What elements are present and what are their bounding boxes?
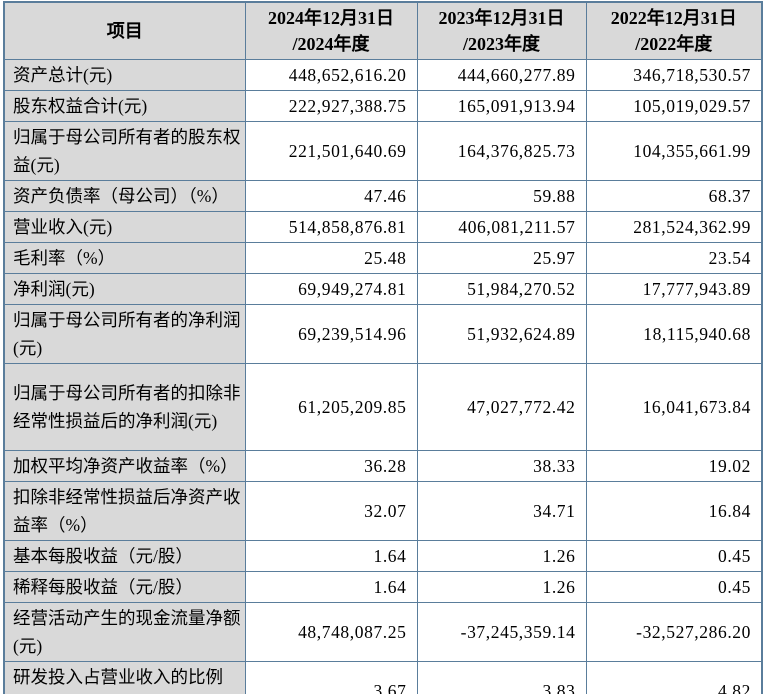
row-label: 加权平均净资产收益率（%） <box>3 450 246 482</box>
value-cell: 51,984,270.52 <box>416 273 587 305</box>
value-cell: 0.45 <box>585 571 763 603</box>
value-cell: 1.64 <box>244 571 418 603</box>
value-cell: 165,091,913.94 <box>416 90 587 122</box>
header-col-2022: 2022年12月31日 /2022年度 <box>585 1 763 60</box>
table-row: 经营活动产生的现金流量净额(元) 48,748,087.25 -37,245,3… <box>3 602 763 662</box>
header-line-year: /2022年度 <box>635 34 713 54</box>
row-label: 研发投入占营业收入的比例（%） <box>3 661 246 694</box>
header-col-2023: 2023年12月31日 /2023年度 <box>416 1 587 60</box>
row-label: 经营活动产生的现金流量净额(元) <box>3 602 246 662</box>
row-label: 营业收入(元) <box>3 211 246 243</box>
financial-table: 项目 2024年12月31日 /2024年度 2023年12月31日 /2023… <box>3 1 763 694</box>
header-line-date: 2024年12月31日 <box>268 8 394 28</box>
value-cell: 514,858,876.81 <box>244 211 418 243</box>
value-cell: 16.84 <box>585 481 763 541</box>
value-cell: 38.33 <box>416 450 587 482</box>
value-cell: 3.67 <box>244 661 418 694</box>
value-cell: 17,777,943.89 <box>585 273 763 305</box>
value-cell: 61,205,209.85 <box>244 363 418 451</box>
value-cell: 3.83 <box>416 661 587 694</box>
value-cell: 4.82 <box>585 661 763 694</box>
table-row: 归属于母公司所有者的股东权益(元) 221,501,640.69 164,376… <box>3 121 763 181</box>
row-label: 稀释每股收益（元/股） <box>3 571 246 603</box>
value-cell: 25.48 <box>244 242 418 274</box>
value-cell: 68.37 <box>585 180 763 212</box>
value-cell: 59.88 <box>416 180 587 212</box>
table-row: 毛利率（%） 25.48 25.97 23.54 <box>3 242 763 274</box>
header-line-date: 2022年12月31日 <box>610 8 737 28</box>
row-label: 股东权益合计(元) <box>3 90 246 122</box>
value-cell: 48,748,087.25 <box>244 602 418 662</box>
row-label: 归属于母公司所有者的扣除非经常性损益后的净利润(元) <box>3 363 246 451</box>
value-cell: 281,524,362.99 <box>585 211 763 243</box>
row-label: 资产总计(元) <box>3 59 246 91</box>
row-label: 资产负债率（母公司）（%） <box>3 180 246 212</box>
table-row: 营业收入(元) 514,858,876.81 406,081,211.57 28… <box>3 211 763 243</box>
value-cell: -32,527,286.20 <box>585 602 763 662</box>
header-line-year: /2023年度 <box>462 34 540 54</box>
value-cell: -37,245,359.14 <box>416 602 587 662</box>
row-label: 净利润(元) <box>3 273 246 305</box>
value-cell: 25.97 <box>416 242 587 274</box>
header-item: 项目 <box>3 1 246 60</box>
value-cell: 34.71 <box>416 481 587 541</box>
value-cell: 47.46 <box>244 180 418 212</box>
value-cell: 0.45 <box>585 540 763 572</box>
header-col-2024: 2024年12月31日 /2024年度 <box>244 1 418 60</box>
table-row: 扣除非经常性损益后净资产收益率（%） 32.07 34.71 16.84 <box>3 481 763 541</box>
header-line-year: /2024年度 <box>292 34 370 54</box>
header-line-date: 2023年12月31日 <box>438 8 565 28</box>
row-label: 归属于母公司所有者的股东权益(元) <box>3 121 246 181</box>
value-cell: 1.26 <box>416 540 587 572</box>
value-cell: 1.26 <box>416 571 587 603</box>
header-row: 项目 2024年12月31日 /2024年度 2023年12月31日 /2023… <box>3 1 763 60</box>
value-cell: 16,041,673.84 <box>585 363 763 451</box>
value-cell: 448,652,616.20 <box>244 59 418 91</box>
table-row: 研发投入占营业收入的比例（%） 3.67 3.83 4.82 <box>3 661 763 694</box>
value-cell: 105,019,029.57 <box>585 90 763 122</box>
value-cell: 164,376,825.73 <box>416 121 587 181</box>
table-row: 加权平均净资产收益率（%） 36.28 38.33 19.02 <box>3 450 763 482</box>
table-row: 归属于母公司所有者的净利润(元) 69,239,514.96 51,932,62… <box>3 304 763 364</box>
value-cell: 18,115,940.68 <box>585 304 763 364</box>
table-row: 稀释每股收益（元/股） 1.64 1.26 0.45 <box>3 571 763 603</box>
value-cell: 69,949,274.81 <box>244 273 418 305</box>
value-cell: 346,718,530.57 <box>585 59 763 91</box>
value-cell: 444,660,277.89 <box>416 59 587 91</box>
value-cell: 19.02 <box>585 450 763 482</box>
value-cell: 104,355,661.99 <box>585 121 763 181</box>
table-row: 股东权益合计(元) 222,927,388.75 165,091,913.94 … <box>3 90 763 122</box>
value-cell: 221,501,640.69 <box>244 121 418 181</box>
table-row: 基本每股收益（元/股） 1.64 1.26 0.45 <box>3 540 763 572</box>
value-cell: 23.54 <box>585 242 763 274</box>
value-cell: 406,081,211.57 <box>416 211 587 243</box>
value-cell: 1.64 <box>244 540 418 572</box>
value-cell: 51,932,624.89 <box>416 304 587 364</box>
row-label: 归属于母公司所有者的净利润(元) <box>3 304 246 364</box>
table-row: 归属于母公司所有者的扣除非经常性损益后的净利润(元) 61,205,209.85… <box>3 363 763 451</box>
table-row: 净利润(元) 69,949,274.81 51,984,270.52 17,77… <box>3 273 763 305</box>
value-cell: 47,027,772.42 <box>416 363 587 451</box>
table-row: 资产总计(元) 448,652,616.20 444,660,277.89 34… <box>3 59 763 91</box>
value-cell: 69,239,514.96 <box>244 304 418 364</box>
table-row: 资产负债率（母公司）（%） 47.46 59.88 68.37 <box>3 180 763 212</box>
value-cell: 32.07 <box>244 481 418 541</box>
value-cell: 222,927,388.75 <box>244 90 418 122</box>
row-label: 扣除非经常性损益后净资产收益率（%） <box>3 481 246 541</box>
value-cell: 36.28 <box>244 450 418 482</box>
row-label: 毛利率（%） <box>3 242 246 274</box>
row-label: 基本每股收益（元/股） <box>3 540 246 572</box>
